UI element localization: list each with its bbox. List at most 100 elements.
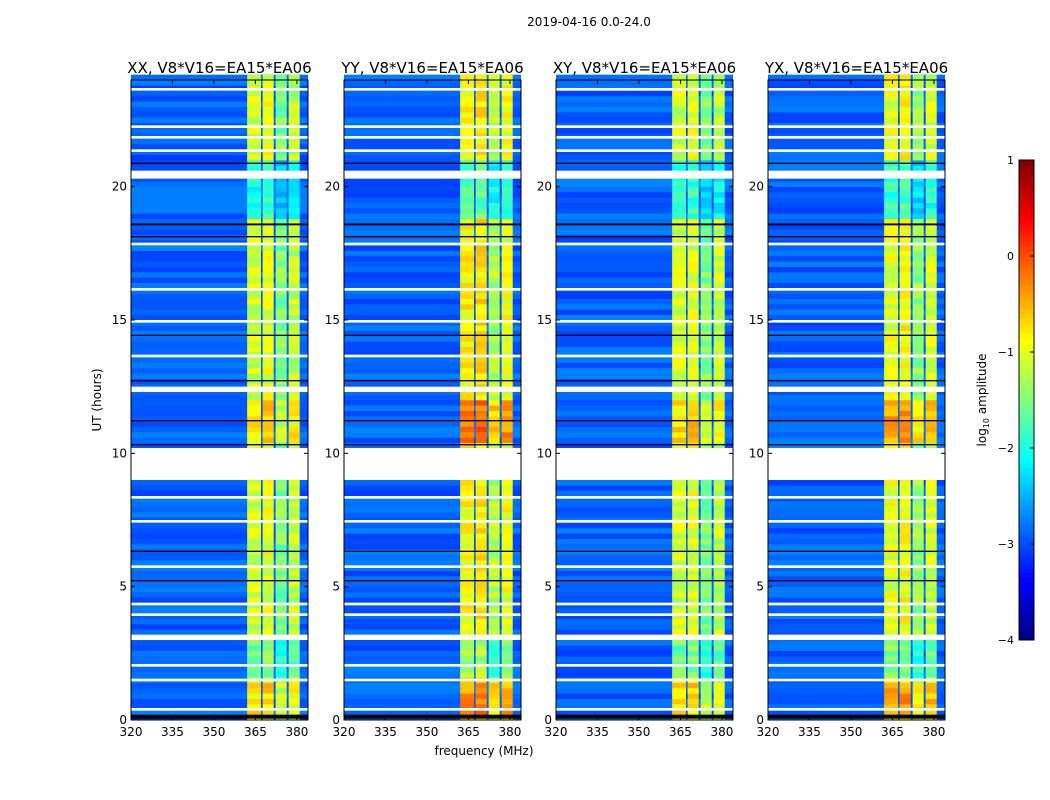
heatmap-row bbox=[556, 533, 733, 539]
heatmap-cell bbox=[475, 426, 487, 433]
heatmap-cell bbox=[925, 608, 937, 614]
heatmap-row bbox=[768, 165, 945, 171]
heatmap-row bbox=[556, 330, 733, 337]
heatmap-cell bbox=[672, 325, 686, 331]
heatmap-cell bbox=[899, 666, 911, 673]
heatmap-cell bbox=[275, 138, 287, 145]
heatmap-cell bbox=[262, 576, 274, 582]
heatmap-cell bbox=[700, 197, 712, 203]
heatmap-cell bbox=[713, 506, 725, 513]
flagged-row bbox=[768, 444, 945, 446]
heatmap-row bbox=[768, 106, 945, 113]
heatmap-cell bbox=[288, 149, 300, 155]
heatmap-cell bbox=[925, 250, 937, 257]
heatmap-cell bbox=[672, 709, 686, 715]
heatmap-cell bbox=[475, 245, 487, 251]
heatmap-cell bbox=[713, 261, 725, 267]
heatmap-cell bbox=[713, 197, 725, 203]
heatmap-cell bbox=[672, 645, 686, 651]
heatmap-cell bbox=[884, 656, 898, 662]
heatmap-cell bbox=[262, 229, 274, 235]
heatmap-row bbox=[344, 394, 521, 401]
heatmap-cell bbox=[288, 106, 300, 113]
heatmap-cell bbox=[687, 90, 699, 97]
heatmap-cell bbox=[884, 250, 898, 257]
heatmap-row bbox=[131, 528, 308, 534]
heatmap-cell bbox=[912, 538, 924, 545]
heatmap-cell bbox=[501, 421, 513, 427]
heatmap-cell bbox=[275, 682, 287, 689]
heatmap-cell bbox=[899, 250, 911, 257]
heatmap-cell bbox=[687, 400, 699, 406]
heatmap-cell bbox=[475, 330, 487, 337]
heatmap-cell bbox=[687, 266, 699, 273]
heatmap-cell bbox=[713, 410, 725, 417]
heatmap-row bbox=[131, 149, 308, 155]
heatmap-cell bbox=[713, 378, 725, 385]
heatmap-row bbox=[768, 576, 945, 582]
heatmap-cell bbox=[247, 581, 261, 587]
heatmap-cell bbox=[713, 154, 725, 161]
heatmap-cell bbox=[713, 389, 725, 395]
flagged-row bbox=[131, 634, 308, 640]
heatmap-cell bbox=[713, 698, 725, 705]
heatmap-row bbox=[344, 208, 521, 214]
heatmap-cell bbox=[501, 592, 513, 598]
heatmap-cell bbox=[713, 666, 725, 673]
heatmap-cell bbox=[288, 282, 300, 289]
y-tick-label: 20 bbox=[537, 180, 552, 194]
heatmap-cell bbox=[460, 154, 474, 161]
heatmap-cell bbox=[247, 112, 261, 118]
heatmap-row bbox=[556, 405, 733, 411]
heatmap-cell bbox=[912, 597, 924, 603]
colorbar-swatch bbox=[1019, 304, 1034, 310]
heatmap-cell bbox=[262, 288, 274, 294]
heatmap-cell bbox=[262, 421, 274, 427]
heatmap-cell bbox=[460, 437, 474, 443]
heatmap-row bbox=[344, 538, 521, 545]
heatmap-cell bbox=[687, 672, 699, 678]
heatmap-cell bbox=[884, 698, 898, 705]
heatmap-row bbox=[344, 357, 521, 363]
heatmap-cell bbox=[925, 357, 937, 363]
heatmap-cell bbox=[884, 565, 898, 571]
heatmap-cell bbox=[713, 560, 725, 566]
heatmap-row bbox=[344, 272, 521, 278]
heatmap-cell bbox=[288, 672, 300, 678]
heatmap-cell bbox=[925, 112, 937, 118]
heatmap-cell bbox=[700, 330, 712, 337]
heatmap-cell bbox=[501, 330, 513, 337]
heatmap-cell bbox=[899, 186, 911, 193]
heatmap-cell bbox=[275, 362, 287, 369]
heatmap-cell bbox=[899, 357, 911, 363]
heatmap-row bbox=[556, 688, 733, 694]
flagged-row bbox=[768, 613, 945, 616]
heatmap-row bbox=[344, 480, 521, 486]
heatmap-cell bbox=[247, 197, 261, 203]
flagged-row bbox=[556, 496, 733, 499]
heatmap-cell bbox=[899, 538, 911, 545]
heatmap-row bbox=[131, 613, 308, 619]
heatmap-cell bbox=[247, 496, 261, 502]
heatmap-row bbox=[556, 229, 733, 235]
heatmap-cell bbox=[247, 682, 261, 689]
flagged-row bbox=[344, 550, 521, 552]
heatmap-cell bbox=[488, 608, 500, 614]
heatmap-row bbox=[768, 538, 945, 545]
x-tick-label: 380 bbox=[498, 725, 521, 739]
heatmap-cell bbox=[925, 266, 937, 273]
heatmap-cell bbox=[247, 693, 261, 699]
colorbar-swatch bbox=[1019, 630, 1034, 636]
panel-frame bbox=[555, 79, 734, 721]
x-tick-label: 335 bbox=[586, 725, 609, 739]
heatmap-cell bbox=[899, 282, 911, 289]
heatmap-cell bbox=[247, 709, 261, 715]
heatmap-cell bbox=[288, 224, 300, 230]
flagged-row bbox=[768, 708, 945, 711]
heatmap-cell bbox=[247, 410, 261, 417]
heatmap-cell bbox=[713, 176, 725, 182]
colorbar-swatch bbox=[1019, 323, 1034, 329]
heatmap-cell bbox=[713, 106, 725, 113]
heatmap-cell bbox=[687, 592, 699, 598]
flagged-row bbox=[556, 334, 733, 336]
